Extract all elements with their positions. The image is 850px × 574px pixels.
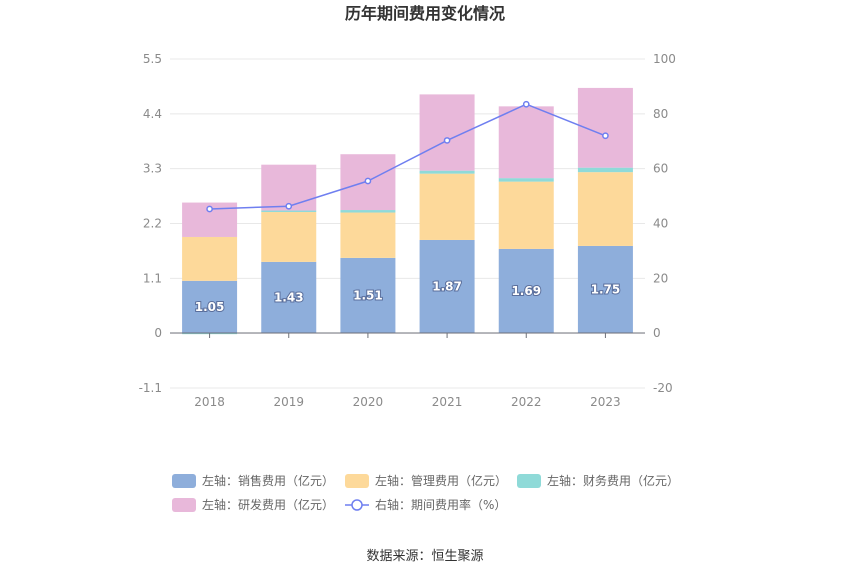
x-axis-label: 2021 <box>432 395 463 409</box>
grid <box>170 58 645 389</box>
legend-swatch-0 <box>172 474 196 488</box>
rate-line-path <box>209 103 606 210</box>
x-axis-label: 2020 <box>353 395 384 409</box>
bar-value-label: 1.05 <box>195 300 225 314</box>
legend-label-3: 左轴：研发费用（亿元） <box>202 497 334 512</box>
left-axis-tick: 4.4 <box>143 107 162 121</box>
x-axis: 2018 2019 2020 2021 2022 2023 <box>170 332 645 409</box>
bars <box>182 87 633 335</box>
bar-0-2022 <box>498 248 554 334</box>
bar-1-2018 <box>182 236 238 281</box>
legend-swatch-marker <box>351 499 363 511</box>
bar-value-label: 1.43 <box>274 291 304 305</box>
x-axis-label: 2019 <box>273 395 304 409</box>
left-axis-tick: 0 <box>154 326 162 340</box>
rate-point-2023 <box>602 132 609 140</box>
left-axis-tick: 2.2 <box>143 217 162 231</box>
legend[interactable]: 左轴：销售费用（亿元） 左轴：管理费用（亿元） 左轴：财务费用（亿元） 左轴：研发费用… <box>172 473 679 512</box>
bar-0-2018 <box>182 280 238 334</box>
left-axis-tick: 3.3 <box>143 162 162 176</box>
rate-point-2018 <box>206 205 213 213</box>
rate-point-2022 <box>522 100 530 108</box>
rate-line <box>206 100 609 213</box>
left-axis-tick: 5.5 <box>143 52 162 66</box>
bar-0-2020 <box>340 257 396 334</box>
legend-label-1: 左轴：管理费用（亿元） <box>375 473 507 488</box>
bar-value-label: 1.87 <box>432 280 462 294</box>
bar-0-2021 <box>419 239 475 334</box>
chart-title: 历年期间费用变化情况 <box>345 4 505 23</box>
bar-labels: 1.05 1.43 1.51 1.87 1.69 1.75 <box>194 279 621 315</box>
bar-1-2021 <box>419 173 475 240</box>
bar-value-label: 1.75 <box>591 283 621 297</box>
bar-1-2020 <box>340 212 396 258</box>
bar-1-2022 <box>498 181 554 249</box>
bar-2-2022 <box>498 178 554 182</box>
legend-label-2: 左轴：财务费用（亿元） <box>547 473 679 488</box>
bar-value-label: 1.69 <box>511 284 541 298</box>
bar-2-2023 <box>577 167 633 173</box>
bar-2-2020 <box>340 210 396 213</box>
legend-label-0: 左轴：销售费用（亿元） <box>202 473 334 488</box>
bar-0-2019 <box>261 261 317 334</box>
rate-point-2021 <box>443 137 451 144</box>
right-axis-tick: 100 <box>653 52 676 66</box>
legend-label-4: 右轴：期间费用率（%） <box>375 497 506 512</box>
left-axis: -1.1 0 1.1 2.2 3.3 4.4 5.5 <box>139 52 162 395</box>
right-axis-tick: 60 <box>653 162 668 176</box>
rate-point-2019 <box>285 202 293 210</box>
right-axis-tick: 20 <box>653 271 668 285</box>
right-axis-tick: -20 <box>653 381 673 395</box>
bar-1-2023 <box>577 172 633 246</box>
bar-3-2022 <box>498 106 554 179</box>
left-axis-tick: 1.1 <box>143 271 162 285</box>
bar-2-2021 <box>419 170 475 174</box>
x-axis-label: 2018 <box>194 395 225 409</box>
x-axis-label: 2023 <box>590 395 621 409</box>
bar-2-2019 <box>261 210 317 213</box>
right-axis-tick: 0 <box>653 326 661 340</box>
right-axis-tick: 40 <box>653 217 668 231</box>
legend-swatch-2 <box>517 474 541 488</box>
right-axis: -20 0 20 40 60 80 100 <box>653 52 676 395</box>
bar-value-label: 1.51 <box>353 289 383 303</box>
right-axis-tick: 80 <box>653 107 668 121</box>
x-axis-label: 2022 <box>511 395 542 409</box>
legend-swatch-1 <box>345 474 369 488</box>
bar-0-2023 <box>577 245 633 334</box>
legend-swatch-3 <box>172 498 196 512</box>
data-source: 数据来源：恒生聚源 <box>366 549 483 564</box>
bar-3-2021 <box>419 94 475 171</box>
bar-1-2019 <box>261 212 317 262</box>
left-axis-tick: -1.1 <box>139 381 162 395</box>
rate-point-2020 <box>364 177 372 185</box>
